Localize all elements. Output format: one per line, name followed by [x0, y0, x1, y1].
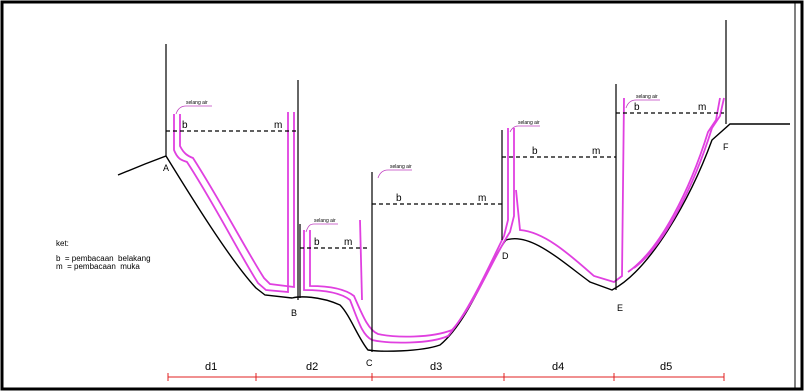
tube-label-5: selang air	[636, 94, 658, 100]
m-label-2: m	[344, 237, 352, 248]
b-label-1: b	[182, 120, 188, 131]
level-lines	[166, 112, 724, 249]
point-label-a: A	[163, 163, 169, 173]
distance-d3: d3	[430, 361, 442, 373]
distance-d1: d1	[205, 361, 217, 373]
point-label-f: F	[723, 142, 729, 152]
tube-label-2: selang air	[314, 218, 336, 224]
m-label-4: m	[592, 146, 600, 157]
b-label-3: b	[396, 193, 402, 204]
tube-label-3: selang air	[390, 164, 412, 170]
m-label-3: m	[478, 193, 486, 204]
point-label-e: E	[617, 303, 623, 313]
water-hose	[173, 97, 725, 344]
m-label-5: m	[698, 102, 706, 113]
dimension-line	[167, 373, 725, 381]
staff-lines	[165, 20, 727, 352]
point-label-b: B	[291, 308, 297, 318]
point-label-d: D	[502, 251, 509, 261]
legend-line-b: b = pembacaan belakang	[56, 254, 151, 263]
b-label-5: b	[634, 102, 640, 113]
b-label-4: b	[532, 146, 538, 157]
legend-title: ket:	[56, 239, 69, 248]
m-label-1: m	[274, 120, 282, 131]
distance-d5: d5	[660, 361, 672, 373]
distance-d2: d2	[306, 361, 318, 373]
b-label-2: b	[314, 237, 320, 248]
point-label-c: C	[366, 358, 373, 368]
legend-line-m: m = pembacaan muka	[56, 262, 140, 271]
ground-profile	[117, 123, 790, 352]
tube-label-1: selang air	[186, 100, 208, 106]
tube-label-4: selang air	[518, 120, 540, 126]
distance-d4: d4	[552, 361, 564, 373]
tube-label-leaders	[175, 99, 660, 233]
